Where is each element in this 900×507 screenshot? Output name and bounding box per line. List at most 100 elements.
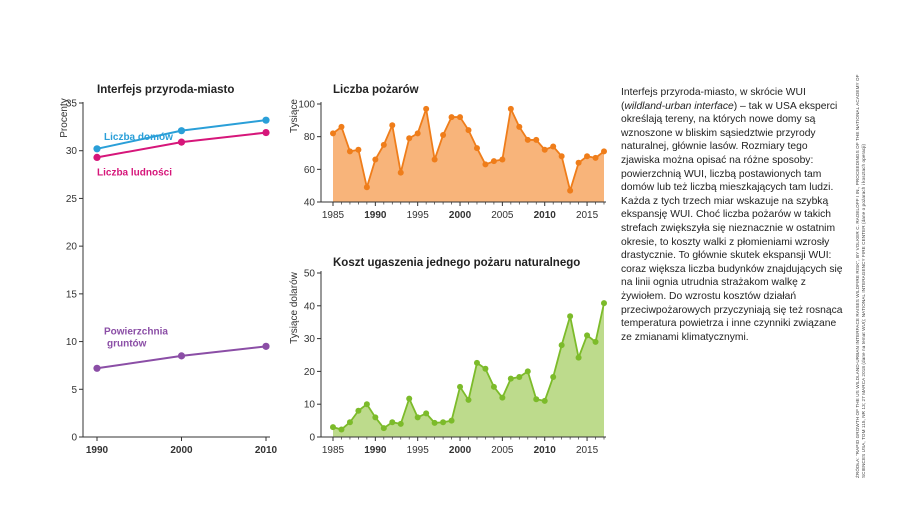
series-point: [457, 114, 464, 121]
series-point: [575, 159, 582, 166]
x-tick-label: 2010: [534, 445, 557, 456]
series-point: [338, 426, 345, 433]
x-tick-label: 2010: [534, 210, 557, 221]
x-tick-label: 1995: [407, 210, 430, 221]
chart-liczba-pozarow: Liczba pożarów 40 60 80 100 1985 1990 1995 2000…: [289, 84, 607, 221]
series-point: [431, 419, 438, 426]
y-tick-label: 60: [304, 165, 316, 176]
series-point: [397, 420, 404, 427]
y-tick-label: 0: [309, 433, 315, 444]
series-point: [516, 373, 523, 380]
series-point: [406, 135, 413, 142]
series-point: [592, 154, 599, 161]
y-tick-label: 100: [298, 100, 315, 111]
x-tick-label: 1985: [322, 210, 345, 221]
series-point: [380, 425, 387, 432]
y-tick-label: 25: [66, 194, 78, 205]
article-italic: wildland-urban interface: [624, 100, 734, 112]
series-point: [601, 148, 607, 155]
series-point: [592, 338, 599, 345]
article-part-2: ) – tak w USA eksperci określają tereny,…: [621, 100, 843, 343]
series-label: gruntów: [107, 338, 147, 349]
series-point: [575, 354, 582, 361]
area-fill: [333, 108, 604, 202]
series-point: [440, 419, 447, 426]
series-point: [389, 419, 396, 426]
series-point: [516, 123, 523, 130]
x-tick-label: 2015: [576, 210, 599, 221]
chart-interfejs: Interfejs przyroda-miasto 0 5 10 15 20 25 30 35…: [59, 84, 278, 456]
series-point: [550, 373, 557, 380]
y-tick-label: 5: [71, 385, 77, 396]
x-tick-label: 2000: [449, 210, 472, 221]
series-point: [330, 130, 336, 137]
series-point: [262, 342, 270, 350]
series-point: [533, 136, 540, 143]
series-point: [338, 123, 345, 130]
series-point: [355, 407, 362, 414]
series-point: [406, 395, 413, 402]
series-point: [499, 156, 506, 163]
series-point: [372, 414, 379, 421]
series-point: [389, 122, 396, 129]
series-point: [499, 394, 506, 401]
y-tick-label: 10: [304, 400, 316, 411]
series-point: [346, 148, 353, 155]
series-point: [601, 300, 607, 307]
series-point: [355, 146, 362, 153]
y-axis-label: Tysiące dolarów: [289, 271, 300, 343]
y-axis-label: Tysiące: [289, 99, 300, 133]
series-point: [541, 146, 548, 153]
series-point: [423, 410, 430, 417]
series-point: [177, 352, 186, 360]
series-point: [465, 396, 472, 403]
series-point: [524, 136, 531, 143]
y-tick-label: 20: [66, 242, 78, 253]
series-point: [558, 342, 565, 349]
area-fill: [333, 303, 604, 437]
y-tick-label: 80: [304, 132, 316, 143]
series-point: [363, 401, 370, 408]
series-label: Powierzchnia: [104, 326, 168, 337]
series-point: [448, 417, 455, 424]
series-point: [346, 419, 353, 426]
series-point: [490, 383, 497, 390]
series-point: [524, 368, 531, 375]
series-point: [448, 114, 455, 121]
series-point: [533, 396, 540, 403]
series-point: [507, 105, 514, 112]
series-point: [262, 128, 270, 137]
series-point: [262, 116, 270, 124]
x-tick-label: 2000: [449, 445, 472, 456]
series-point: [584, 332, 591, 339]
series-point: [465, 127, 472, 134]
series-point: [93, 364, 101, 372]
x-tick-label: 2005: [491, 445, 514, 456]
x-tick-label: 1995: [407, 445, 430, 456]
series-point: [567, 313, 574, 320]
series-point: [473, 145, 480, 152]
x-tick-label: 2005: [491, 210, 514, 221]
x-tick-label: 1985: [322, 445, 345, 456]
series-label: Liczba ludności: [97, 167, 172, 178]
y-tick-label: 20: [304, 367, 316, 378]
series-point: [457, 383, 464, 390]
article-part-1: , w skrócie WUI (: [621, 87, 806, 112]
series-point: [550, 143, 557, 150]
series-point: [93, 153, 101, 161]
y-tick-label: 50: [304, 269, 316, 280]
series-point: [567, 187, 574, 194]
series-point: [473, 359, 480, 366]
y-tick-label: 15: [66, 289, 78, 300]
y-tick-label: 30: [66, 146, 78, 157]
series-point: [490, 158, 497, 165]
series-point: [372, 156, 379, 163]
x-tick-label: 1990: [86, 445, 109, 456]
series-point: [93, 145, 101, 153]
series-point: [558, 153, 565, 160]
series-point: [541, 397, 548, 404]
series-point: [482, 365, 489, 372]
article-text: Interfejs przyroda-miasto, w skrócie WUI…: [621, 86, 843, 344]
series-point: [482, 161, 489, 168]
